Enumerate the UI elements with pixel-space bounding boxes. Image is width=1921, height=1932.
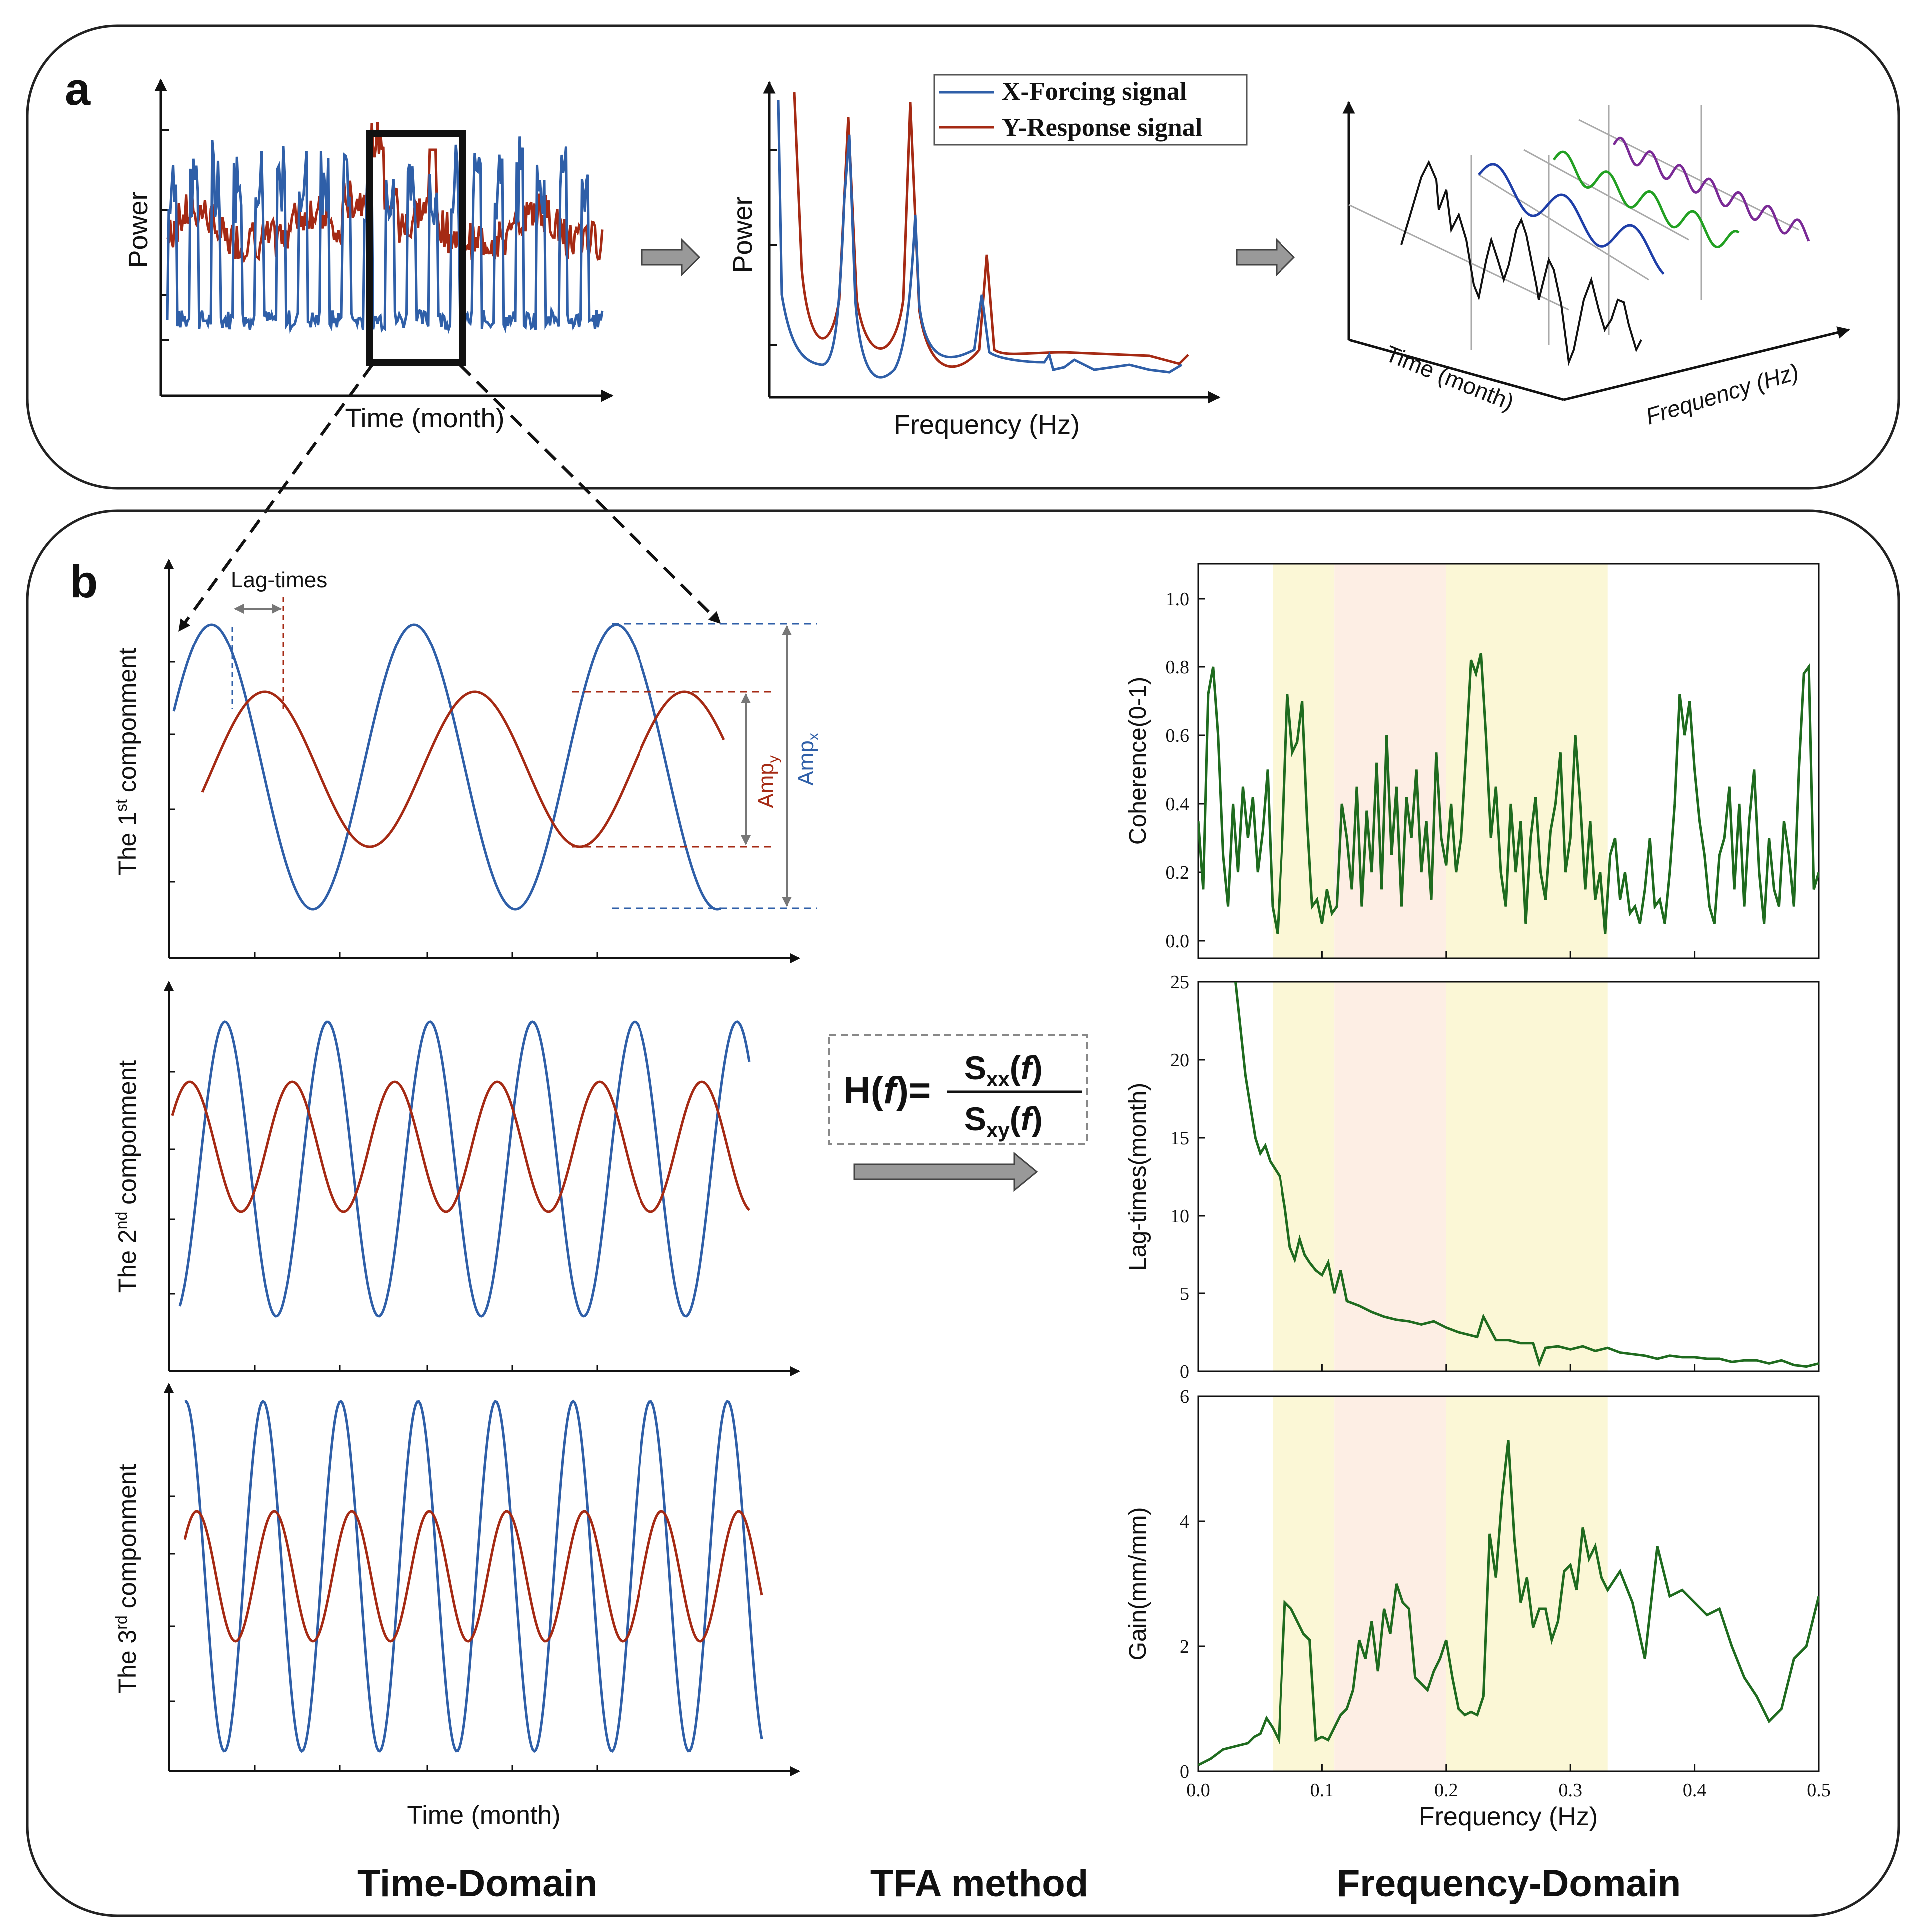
flow-arrow-1 (641, 238, 701, 277)
lagtimes-series-line (1234, 982, 1819, 1368)
lagtimes-ytick-label: 5 (1180, 1284, 1189, 1304)
zoom-window (366, 130, 466, 366)
svg-text:H(f)=: H(f)= (843, 1069, 931, 1112)
coherence-chart: 0.0 0.2 0.4 0.6 0.8 1.0 Coherence(0-1) (1125, 563, 1820, 959)
svg-text:Sxx(f): Sxx(f) (964, 1049, 1043, 1091)
waterfall-blue-wave (1478, 163, 1665, 275)
amp-y-label: Ampy (754, 755, 782, 808)
coherence-ytick-label: 0.4 (1166, 794, 1190, 815)
flow-arrow-2 (1236, 238, 1295, 277)
coherence-ytick-label: 1.0 (1166, 589, 1190, 610)
lagtimes-frame (1197, 981, 1820, 1372)
lagtimes-ytick-label: 0 (1180, 1361, 1189, 1382)
lagtimes-ylabel: Lag-times(month) (1125, 1083, 1151, 1271)
legend-x-label: X-Forcing signal (1002, 77, 1187, 106)
gain-band-1 (1273, 1396, 1335, 1771)
waterfall-freq-label: Frequency (Hz) (1643, 358, 1802, 429)
panel-b-frame (26, 509, 1900, 1917)
panel-a-frame (26, 24, 1900, 490)
component-2-plot: The 2nd componment (112, 981, 800, 1376)
component-2-x-wave (178, 1020, 751, 1318)
coherence-ytick-label: 0.2 (1166, 862, 1190, 883)
gain-ylabel: Gain(mm/mm) (1125, 1507, 1151, 1661)
lagtimes-chart: 0 5 10 15 20 25 Lag-times(month) (1125, 972, 1820, 1382)
lagtimes-ytick-label: 25 (1170, 972, 1189, 993)
spectrum-xlabel: Frequency (Hz) (894, 410, 1080, 440)
spectrum-ylabel: Power (728, 196, 758, 273)
waterfall-purple-wave (1612, 136, 1810, 242)
footer-frequency-domain: Frequency-Domain (1337, 1862, 1681, 1905)
component-1-ylabel: The 1st componment (112, 648, 141, 876)
legend-y-label: Y-Response signal (1002, 113, 1202, 142)
component-1-x-wave (172, 623, 721, 911)
time-xlabel: Time (month) (407, 1801, 560, 1830)
coherence-band-2 (1334, 564, 1446, 958)
gain-frame (1197, 1395, 1820, 1772)
coherence-frame (1197, 563, 1820, 959)
zoom-line-left (178, 364, 374, 632)
y-response-spectrum (793, 92, 1189, 368)
gain-ytick-label: 0 (1180, 1761, 1189, 1782)
x-forcing-timeseries (166, 136, 604, 334)
freq-xtick-label: 0.4 (1683, 1780, 1707, 1801)
lagtimes-band-1 (1273, 982, 1335, 1371)
component-1-plot: Lag-times Ampy Ampx The 1st componment (112, 559, 822, 963)
coherence-ytick-label: 0.0 (1166, 931, 1190, 952)
lagtimes-ytick-label: 10 (1170, 1206, 1189, 1227)
footer-tfa-method: TFA method (870, 1862, 1088, 1905)
frequency-domain-plots: 0.00.20.40.60.81.0Coherence(0-1)05101520… (1125, 563, 1831, 1831)
gain-ytick-label: 4 (1180, 1511, 1189, 1532)
amp-x-label: Ampx (794, 733, 822, 785)
x-forcing-spectrum (777, 99, 1183, 379)
component-1-y-wave (201, 690, 725, 848)
lagtimes-band-2 (1334, 982, 1446, 1371)
freq-xtick-label: 0.1 (1310, 1780, 1334, 1801)
freq-xtick-label: 0.3 (1558, 1780, 1582, 1801)
panel-b-label: b (70, 556, 98, 607)
component-2-ylabel: The 2nd componment (112, 1060, 141, 1293)
freq-xtick-label: 0.0 (1186, 1780, 1210, 1801)
timeseries-ylabel: Power (123, 191, 153, 268)
lagtimes-ytick-label: 15 (1170, 1128, 1189, 1149)
freq-xtick-label: 0.2 (1434, 1780, 1458, 1801)
footer-time-domain: Time-Domain (357, 1862, 597, 1905)
panel-a-timeseries: Power Time (month) (123, 78, 614, 433)
coherence-ytick-label: 0.8 (1166, 657, 1190, 678)
component-3-ylabel: The 3rd componment (112, 1464, 141, 1693)
svg-text:Sxy(f): Sxy(f) (964, 1100, 1043, 1142)
gain-band-2 (1334, 1396, 1446, 1771)
component-3-x-wave (184, 1399, 763, 1753)
gain-series-line (1198, 1440, 1819, 1766)
panel-a-waterfall: Time (month) Frequency (Hz) (1342, 101, 1850, 430)
tfa-arrow (853, 1151, 1038, 1192)
gain-ytick-label: 6 (1180, 1386, 1189, 1407)
lagtimes-band-3 (1446, 982, 1608, 1371)
waterfall-black-wave (1400, 160, 1642, 366)
zoom-line-right (458, 363, 721, 624)
tfa-formula: H(f)= Sxx(f) Sxy(f) (828, 1034, 1088, 1145)
freq-xlabel: Frequency (Hz) (1419, 1802, 1598, 1831)
gain-ytick-label: 2 (1180, 1636, 1189, 1657)
timeseries-xlabel: Time (month) (345, 403, 504, 433)
freq-xtick-label: 0.5 (1807, 1780, 1831, 1801)
lagtimes-ytick-label: 20 (1170, 1050, 1189, 1071)
coherence-series-line (1198, 653, 1819, 934)
component-2-y-wave (171, 1080, 750, 1213)
legend: X-Forcing signal Y-Response signal (933, 74, 1248, 146)
component-3-y-wave (183, 1510, 763, 1643)
coherence-ytick-label: 0.6 (1166, 725, 1190, 746)
gain-chart: 0 2 4 6 Gain(mm/mm) 0.0 0.1 0.2 0.3 0.4 0.5 Frequen… (1125, 1386, 1831, 1831)
lag-label: Lag-times (231, 568, 327, 592)
panel-a-spectrum: Power Frequency (Hz) (728, 81, 1221, 440)
waterfall-green-wave (1552, 150, 1740, 249)
component-3-plot: The 3rd componment Time (month) (112, 1383, 800, 1830)
coherence-ylabel: Coherence(0-1) (1125, 677, 1151, 845)
panel-a-label: a (65, 64, 91, 115)
waterfall-time-label: Time (month) (1382, 340, 1517, 415)
